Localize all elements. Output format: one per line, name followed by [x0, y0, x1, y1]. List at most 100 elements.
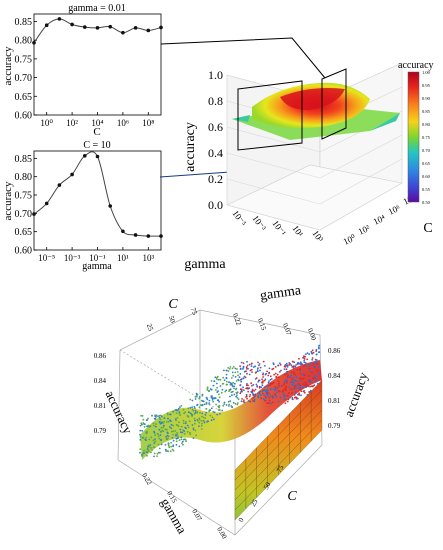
- scatter-point: [269, 383, 272, 386]
- scatter-point: [178, 411, 181, 414]
- scatter-point: [292, 376, 295, 378]
- scatter-point: [255, 371, 258, 374]
- scatter-point: [195, 434, 198, 437]
- scatter-point: [269, 375, 272, 378]
- scatter-point: [213, 418, 215, 421]
- c-tick-label: 10²: [357, 223, 372, 237]
- scatter-point: [283, 380, 286, 383]
- scatter-point: [225, 389, 228, 392]
- scatter-point: [170, 427, 173, 430]
- scatter-point: [169, 450, 172, 453]
- scatter-point: [211, 399, 214, 401]
- mesh-line: [234, 399, 323, 491]
- scatter-point: [308, 353, 311, 356]
- scatter-point: [175, 440, 178, 443]
- scatter-point: [269, 388, 272, 391]
- scatter-point: [142, 422, 145, 424]
- scatter-point: [234, 367, 237, 370]
- scatter-point: [291, 398, 294, 400]
- scatter-point: [143, 423, 146, 426]
- y-tick-label: 0.65: [15, 227, 33, 238]
- scatter-point: [252, 383, 255, 386]
- scatter-point: [152, 422, 155, 425]
- left-z-tick: 0.84: [94, 377, 107, 385]
- scatter-point: [203, 403, 206, 406]
- y-tick-label: 0.85: [15, 17, 33, 28]
- scatter-point: [177, 425, 180, 428]
- scatter-point: [318, 346, 320, 349]
- scatter-point: [154, 417, 157, 420]
- scatter-point: [180, 404, 183, 407]
- c-tick-label: 10⁶: [387, 203, 402, 217]
- x-tick-label: 10⁻³: [64, 253, 81, 263]
- scatter-point: [153, 432, 156, 434]
- scatter-point: [303, 361, 306, 364]
- scatter-point: [266, 370, 268, 373]
- scatter-point: [240, 361, 243, 364]
- colorbar-tick-label: 0.60: [422, 174, 431, 179]
- scatter-point: [172, 433, 174, 436]
- scatter-point: [261, 378, 263, 381]
- scatter-point: [248, 373, 251, 376]
- scatter-point: [198, 406, 201, 409]
- scatter-point: [179, 431, 182, 434]
- scatter-point: [221, 388, 224, 391]
- scatter-point: [177, 437, 179, 439]
- data-point: [70, 172, 74, 177]
- scatter-point: [221, 409, 224, 412]
- scatter-point: [217, 378, 220, 381]
- scatter-point: [187, 411, 190, 414]
- scatter-point: [313, 375, 316, 378]
- scatter-point: [278, 371, 281, 373]
- data-point: [70, 22, 74, 27]
- scatter-point: [295, 364, 297, 366]
- scatter-point: [242, 377, 245, 380]
- scatter-point: [284, 379, 287, 381]
- scatter-point: [237, 402, 239, 404]
- scatter-point: [191, 408, 194, 411]
- scatter-point: [147, 417, 149, 420]
- scatter-point: [146, 430, 148, 433]
- scatter-point: [228, 367, 231, 370]
- gamma-tick-label: 10³: [310, 228, 325, 244]
- scatter-point: [167, 437, 169, 440]
- scatter-point: [211, 395, 213, 397]
- scatter-point: [315, 353, 318, 356]
- scatter-point: [309, 370, 312, 373]
- scatter-point: [285, 385, 287, 388]
- scatter-point: [172, 430, 175, 432]
- scatter-point: [240, 380, 243, 383]
- scatter-point: [255, 383, 258, 386]
- scatter-point: [284, 374, 286, 376]
- scatter-point: [260, 394, 262, 397]
- scatter-point: [151, 449, 154, 451]
- colorbar-tick-label: 0.90: [422, 96, 431, 101]
- scatter-point: [154, 425, 157, 428]
- scatter-point: [225, 376, 228, 379]
- scatter-point: [216, 399, 219, 402]
- scatter-point: [252, 396, 255, 399]
- scatter-point: [225, 404, 228, 406]
- scatter-point: [305, 364, 308, 367]
- colorbar-title: accuracy: [398, 60, 434, 71]
- scatter-point: [182, 422, 185, 424]
- c-tick-label: 10⁴: [372, 213, 387, 227]
- surface-3d-chart: 0.0 0.2 0.4 0.6 0.8 1.0 accuracy gamma C 10⁻⁵…: [183, 60, 434, 272]
- scatter-point: [290, 364, 293, 367]
- scatter-point: [263, 379, 266, 382]
- front-gamma-tick: 0.07: [190, 508, 203, 523]
- line-chart-gamma-sweep: C = 10 accuracy gamma 0.600.650.700.750.…: [2, 140, 163, 272]
- x-tick-label: 10¹: [117, 253, 129, 263]
- scatter-point: [183, 412, 185, 415]
- scatter-point: [187, 407, 190, 410]
- scatter-point: [267, 384, 270, 387]
- scatter-point: [271, 368, 274, 371]
- scatter-point: [311, 352, 314, 355]
- scatter-point: [293, 394, 296, 396]
- scatter-point: [285, 373, 288, 375]
- colorbar-tick-label: 0.50: [422, 200, 431, 205]
- scatter-point: [160, 430, 163, 433]
- scatter-point: [164, 444, 167, 446]
- scatter-point: [264, 365, 266, 367]
